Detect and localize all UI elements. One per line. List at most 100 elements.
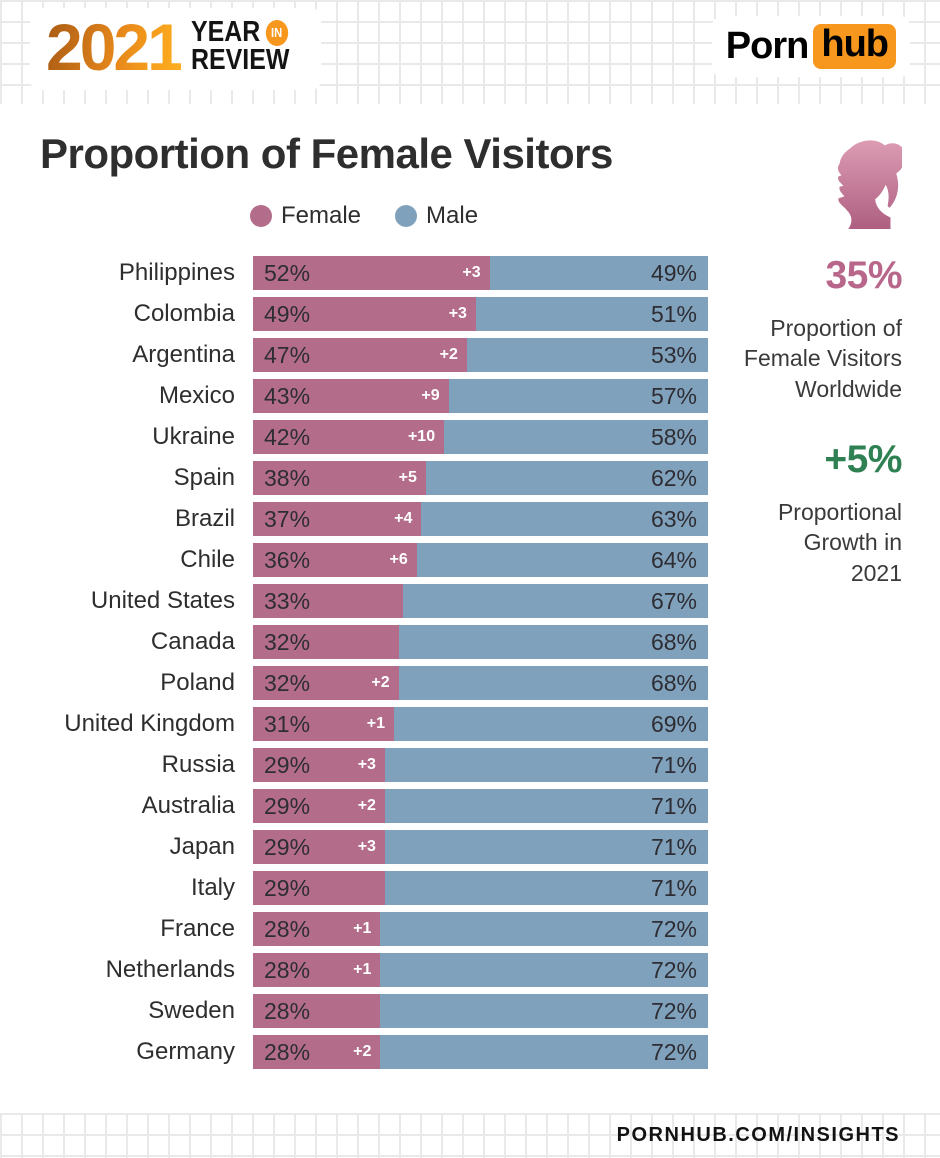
stat-growth-label: Proportional Growth in 2021: [777, 499, 902, 586]
chart-row: Netherlands 28% +1 72%: [40, 953, 708, 987]
male-value-label: 72%: [650, 1038, 697, 1065]
yearly-change-label: +3: [448, 305, 467, 322]
male-value-label: 49%: [650, 259, 697, 286]
male-value-label: 51%: [650, 300, 697, 327]
yearly-change-label: +1: [366, 715, 386, 732]
logo-year-label: YEAR IN REVIEW: [190, 16, 290, 76]
stacked-bar: 29% +3 71%: [253, 748, 708, 782]
male-value-label: 71%: [650, 751, 697, 778]
chart-row: Canada 32% 68%: [40, 625, 708, 659]
female-bar-segment: 31% +1: [253, 707, 395, 741]
female-value-label: 29%: [264, 792, 311, 819]
male-bar-segment: 71%: [384, 789, 708, 823]
yearly-change-label: +5: [398, 469, 417, 486]
male-bar-segment: 62%: [425, 461, 708, 495]
male-value-label: 57%: [650, 382, 697, 409]
yearly-change-label: +6: [389, 551, 408, 568]
footer-url: PORNHUB.COM/INSIGHTS: [616, 1124, 900, 1146]
stacked-bar: 29% +2 71%: [253, 789, 708, 823]
stacked-bar: 32% 68%: [253, 625, 708, 659]
page-title: Proportion of Female Visitors: [40, 130, 613, 177]
male-bar-segment: 72%: [380, 953, 708, 987]
chart-row: Argentina 47% +2 53%: [40, 338, 708, 372]
female-value-label: 29%: [264, 833, 311, 860]
yearly-change-label: +3: [462, 264, 481, 281]
country-label: Chile: [180, 546, 235, 573]
chart-row: Germany 28% +2 72%: [40, 1035, 708, 1069]
female-value-label: 37%: [264, 505, 311, 532]
stacked-bar: 52% +3 49%: [253, 256, 708, 290]
country-label: United States: [90, 587, 235, 614]
stacked-bar: 47% +2 53%: [253, 338, 708, 372]
male-bar-segment: 68%: [398, 625, 708, 659]
female-bar-segment: 43% +9: [253, 379, 449, 413]
year-in-review-logo: 2021 YEAR IN REVIEW: [30, 8, 322, 90]
country-label: Poland: [160, 669, 235, 696]
female-bar-segment: 32%: [253, 625, 399, 659]
country-label: Mexico: [158, 382, 235, 409]
stacked-bar: 33% 67%: [253, 584, 708, 618]
female-value-label: 28%: [264, 956, 311, 983]
legend-item-male: Male: [395, 202, 478, 230]
male-value-label: 69%: [650, 710, 697, 737]
female-value-label: 29%: [264, 874, 311, 901]
yearly-change-label: +10: [407, 428, 436, 445]
female-value-label: 38%: [264, 464, 311, 491]
chart-row: Italy 29% 71%: [40, 871, 708, 905]
male-bar-segment: 57%: [448, 379, 708, 413]
male-value-label: 63%: [650, 505, 697, 532]
male-bar-segment: 58%: [444, 420, 708, 454]
stacked-bar: 38% +5 62%: [253, 461, 708, 495]
male-bar-segment: 72%: [380, 994, 708, 1028]
brand-logo-hub: hub: [813, 23, 896, 69]
country-label: Canada: [150, 628, 235, 655]
male-value-label: 68%: [650, 628, 697, 655]
legend-female-label: Female: [281, 202, 362, 229]
female-bar-segment: 42% +10: [253, 420, 445, 454]
male-bar-segment: 72%: [380, 912, 708, 946]
stacked-bar: 28% +1 72%: [253, 912, 708, 946]
chart-row: Spain 38% +5 62%: [40, 461, 708, 495]
chart-row: Brazil 37% +4 63%: [40, 502, 708, 536]
in-badge-icon: IN: [265, 20, 288, 47]
female-bar-segment: 36% +6: [253, 543, 417, 577]
yearly-change-label: +4: [394, 510, 413, 527]
logo-line-review: REVIEW: [190, 44, 290, 76]
stacked-bar: 37% +4 63%: [253, 502, 708, 536]
country-label: Argentina: [132, 341, 235, 368]
female-value-label: 36%: [264, 546, 311, 573]
female-bar-segment: 37% +4: [253, 502, 422, 536]
country-label: Spain: [173, 464, 235, 491]
male-value-label: 72%: [650, 956, 697, 983]
stats-sidebar: 35% Proportion of Female Visitors Worldw…: [724, 132, 902, 588]
logo-line-year: YEAR: [190, 16, 261, 49]
male-value-label: 53%: [650, 341, 697, 368]
male-bar-segment: 71%: [384, 871, 708, 905]
chart-legend: Female Male: [250, 202, 478, 230]
bottom-grid-band: [0, 1113, 940, 1158]
yearly-change-label: +2: [439, 346, 458, 363]
stacked-bar: 32% +2 68%: [253, 666, 708, 700]
country-label: Italy: [190, 874, 235, 901]
female-value-label: 31%: [264, 710, 311, 737]
legend-item-female: Female: [250, 202, 361, 230]
female-value-label: 49%: [264, 300, 311, 327]
male-bar-segment: 53%: [466, 338, 708, 372]
male-value-label: 67%: [650, 587, 697, 614]
male-value-label: 71%: [650, 792, 697, 819]
chart-row: Japan 29% +3 71%: [40, 830, 708, 864]
female-value-label: 28%: [264, 997, 311, 1024]
female-value-label: 28%: [264, 915, 311, 942]
male-bar-segment: 64%: [416, 543, 708, 577]
female-value-label: 29%: [264, 751, 311, 778]
female-value-label: 28%: [264, 1038, 311, 1065]
chart-row: Chile 36% +6 64%: [40, 543, 708, 577]
woman-profile-icon: [837, 140, 902, 229]
male-bar-segment: 71%: [384, 830, 708, 864]
female-bar-segment: 47% +2: [253, 338, 467, 372]
yearly-change-label: +3: [357, 838, 376, 855]
stat-female-worldwide-label: Proportion of Female Visitors Worldwide: [743, 315, 902, 402]
stacked-bar: 28% +2 72%: [253, 1035, 708, 1069]
chart-row: Sweden 28% 72%: [40, 994, 708, 1028]
male-value-label: 64%: [650, 546, 697, 573]
